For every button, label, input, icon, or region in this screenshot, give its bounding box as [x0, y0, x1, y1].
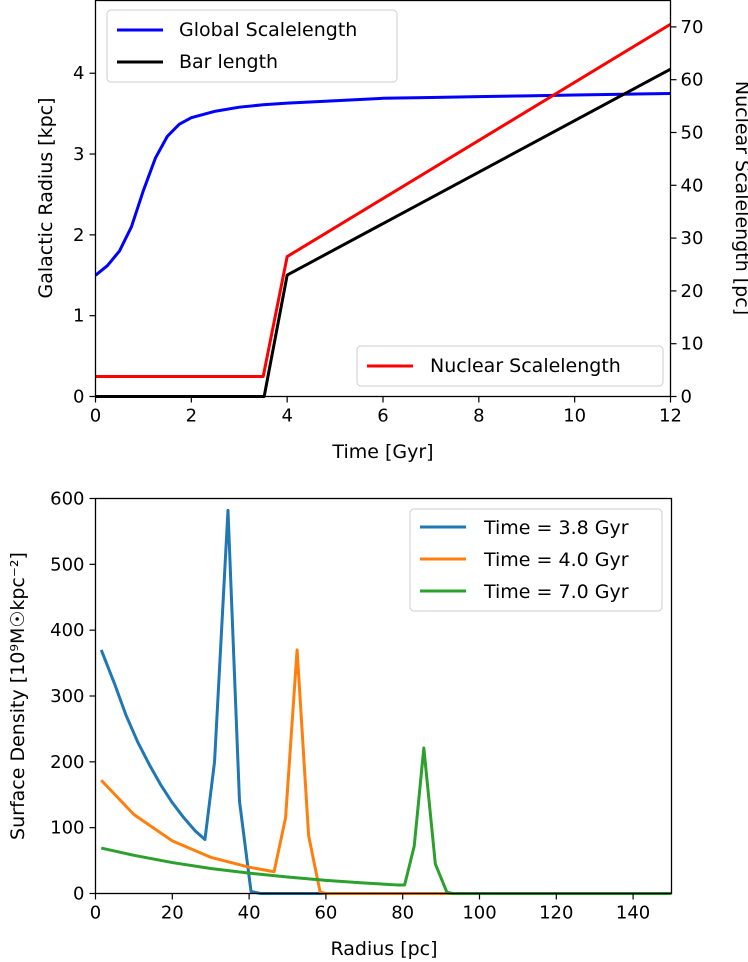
legend-label-nuclear-scalelength: Nuclear Scalelength — [430, 355, 621, 377]
top-legend-upper-left: Global Scalelength Bar length — [106, 9, 398, 83]
top-legend-lower-right: Nuclear Scalelength — [356, 345, 664, 387]
y-tick-label: 200 — [50, 752, 84, 773]
y-tick-label: 400 — [50, 620, 84, 641]
x-tick-label: 8 — [473, 406, 484, 427]
legend-label-global-scalelength: Global Scalelength — [179, 19, 357, 41]
x-tick-label: 2 — [186, 406, 197, 427]
x-tick-label: 100 — [462, 903, 496, 924]
series-line-nuclear-scalelength — [95, 22, 672, 378]
x-tick-label: 4 — [281, 406, 292, 427]
top-y2-axis-label: Nuclear Scalelength [pc] — [731, 81, 748, 315]
y2-tick-label: 50 — [681, 123, 704, 144]
x-tick-label: 120 — [539, 903, 573, 924]
top-y-axis-label: Galactic Radius [kpc] — [35, 97, 57, 298]
series-line-global-scalelength — [94, 91, 671, 277]
legend-label-time-4-0: Time = 4.0 Gyr — [483, 549, 629, 571]
bottom-legend-upper-right: Time = 3.8 Gyr Time = 4.0 Gyr Time = 7.0… — [409, 508, 663, 612]
y-tick-label: 600 — [50, 489, 84, 510]
legend-label-time-3-8: Time = 3.8 Gyr — [483, 517, 629, 539]
y2-tick-label: 70 — [681, 17, 704, 38]
series-line-time-4-0-gyr — [100, 648, 672, 895]
bottom-x-axis-label: Radius [pc] — [330, 938, 437, 960]
y2-tick-label: 0 — [681, 387, 692, 408]
legend-label-bar-length: Bar length — [179, 51, 278, 73]
y-tick-label: 500 — [50, 554, 84, 575]
bottom-y-axis-label: Surface Density [10⁹M☉kpc⁻²] — [7, 552, 29, 840]
y2-tick-label: 30 — [681, 228, 704, 249]
series-line-time-7-0-gyr — [100, 746, 672, 895]
y2-tick-label: 40 — [681, 175, 704, 196]
top-x-axis-label: Time [Gyr] — [331, 441, 433, 463]
x-tick-label: 20 — [161, 903, 184, 924]
y2-tick-label: 20 — [681, 281, 704, 302]
legend-box — [409, 508, 663, 612]
bottom-subplot: 0 20 40 60 80 100 120 140 0 100 200 300 400 500 600 R… — [7, 489, 673, 960]
y2-tick-label: 60 — [681, 70, 704, 91]
legend-label-time-7-0: Time = 7.0 Gyr — [483, 581, 629, 603]
y-tick-label: 100 — [50, 818, 84, 839]
x-tick-label: 0 — [90, 406, 101, 427]
y-tick-label: 300 — [50, 686, 84, 707]
x-tick-label: 0 — [90, 903, 101, 924]
y-tick-label: 0 — [73, 387, 84, 408]
x-tick-label: 40 — [238, 903, 261, 924]
y-tick-label: 4 — [73, 63, 84, 84]
y-tick-label: 1 — [73, 306, 84, 327]
x-tick-label: 80 — [391, 903, 414, 924]
y-tick-label: 2 — [73, 225, 84, 246]
x-tick-label: 140 — [616, 903, 650, 924]
series-line-time-3-8-gyr — [99, 508, 672, 895]
y-tick-label: 0 — [73, 884, 84, 905]
y-tick-label: 3 — [73, 144, 84, 165]
legend-box — [106, 9, 398, 83]
x-tick-label: 6 — [377, 406, 388, 427]
x-tick-label: 12 — [659, 406, 682, 427]
x-tick-label: 10 — [563, 406, 586, 427]
x-tick-label: 60 — [314, 903, 337, 924]
y2-tick-label: 10 — [681, 334, 704, 355]
legend-box — [356, 345, 664, 387]
